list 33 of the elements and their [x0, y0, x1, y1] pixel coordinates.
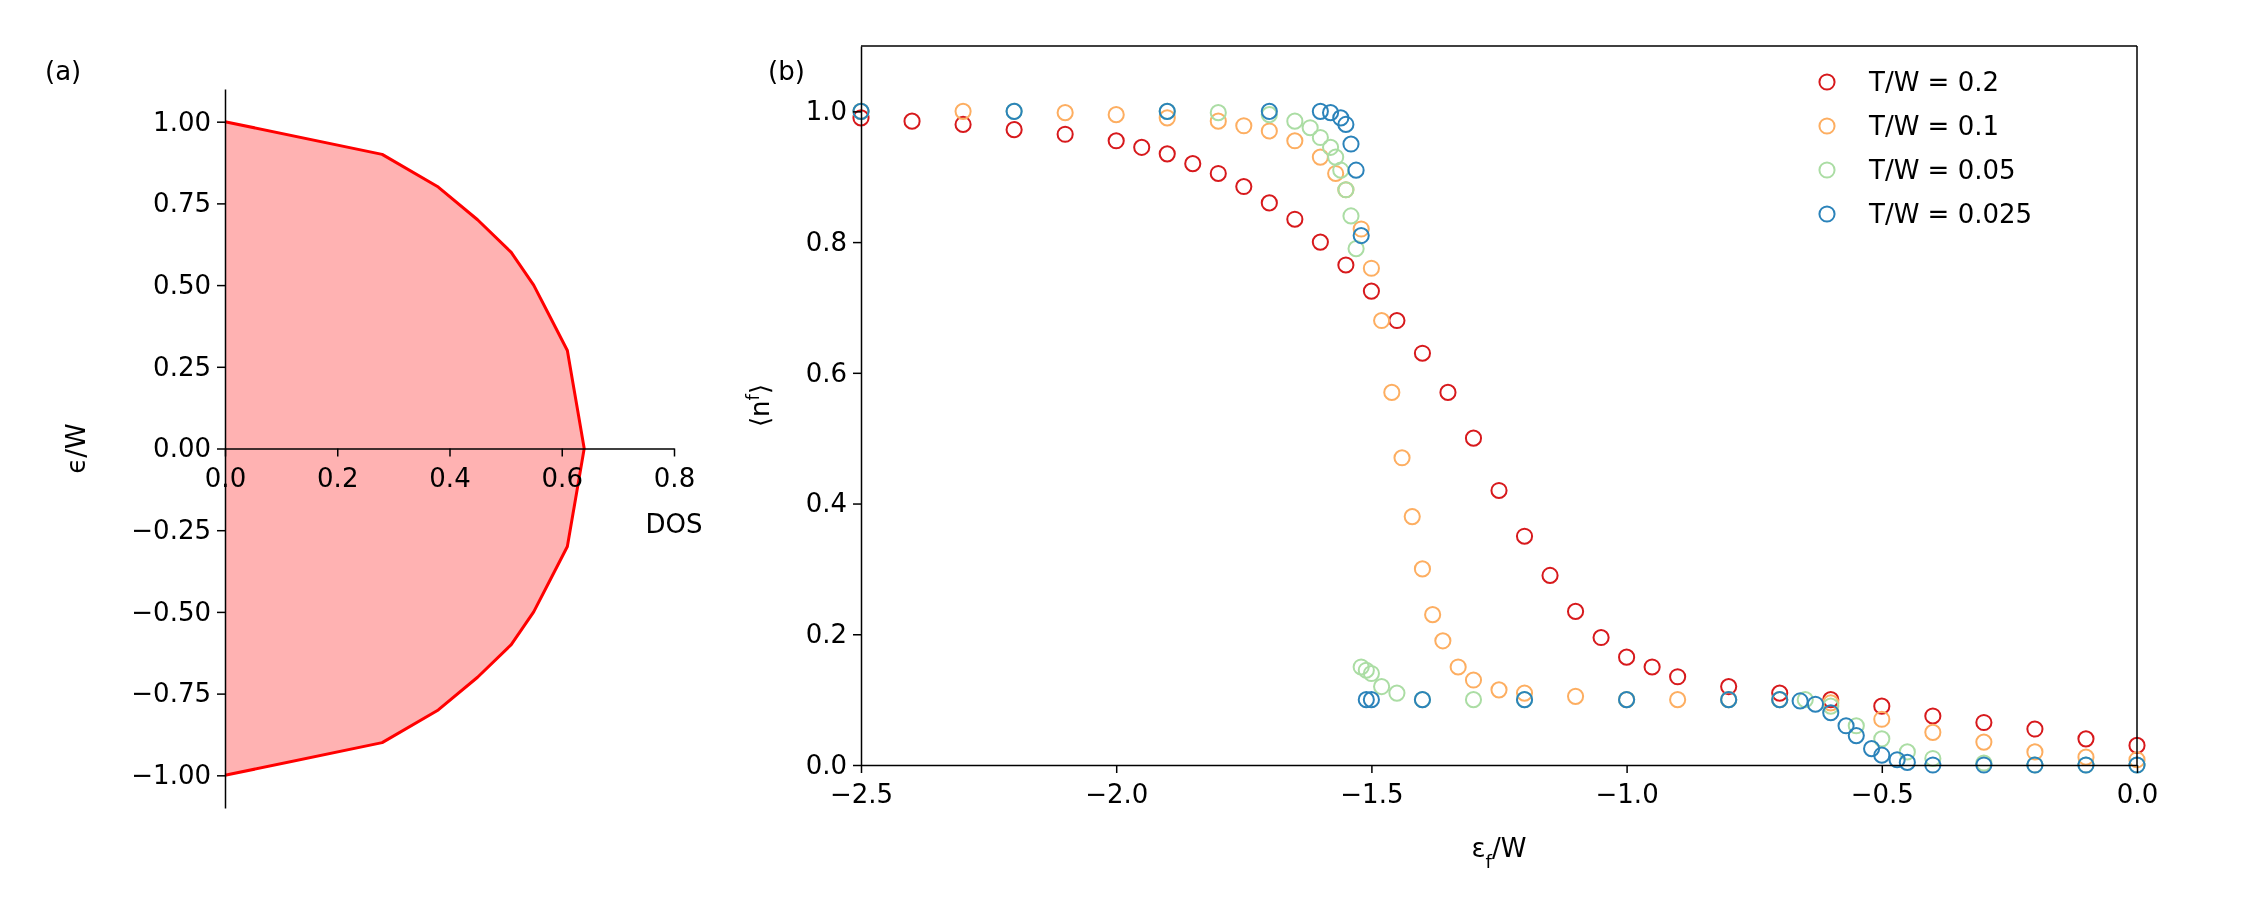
y-tick-label: −0.75: [131, 678, 211, 709]
chart-title: (b): [768, 56, 805, 86]
x-tick-label: −2.0: [1085, 779, 1149, 809]
x-tick-label: 0.8: [653, 462, 696, 493]
legend-label: T/W = 0.2: [1868, 67, 2000, 97]
y-tick-label: 1.00: [153, 106, 211, 137]
y-tick-label: 1.0: [805, 96, 847, 127]
x-tick-label: −2.5: [829, 779, 894, 809]
y-tick-label: 0.4: [805, 488, 847, 519]
x-tick-label: 0.4: [429, 462, 471, 493]
y-tick-label: 0.75: [153, 188, 211, 219]
legend-label: T/W = 0.1: [1868, 111, 2000, 141]
x-tick-label: 0.0: [2116, 779, 2159, 809]
x-tick-label: −0.5: [1850, 779, 1914, 809]
x-tick-label: −1.0: [1595, 779, 1659, 809]
y-tick-label: 0.0: [805, 749, 847, 780]
legend-label: T/W = 0.025: [1868, 199, 2033, 229]
y-tick-label: 0.00: [153, 433, 211, 464]
y-tick-label: −1.00: [131, 760, 211, 791]
x-tick-label: 0.2: [317, 462, 359, 493]
chart-title: (a): [45, 56, 82, 86]
y-axis-title: ϵ/W: [61, 423, 91, 474]
y-tick-label: 0.2: [805, 619, 847, 650]
y-tick-label: 0.25: [153, 351, 211, 382]
legend-label: T/W = 0.05: [1868, 155, 2016, 185]
y-tick-label: 0.6: [805, 357, 847, 388]
y-tick-label: 0.8: [805, 226, 847, 257]
y-tick-label: −0.25: [131, 515, 211, 546]
y-tick-label: 0.50: [153, 269, 211, 300]
y-tick-label: −0.50: [131, 596, 211, 627]
x-axis-title: DOS: [645, 508, 703, 539]
x-axis-title: ε$_{f}$/W: [1471, 833, 1527, 872]
x-tick-label: −1.5: [1340, 779, 1404, 809]
